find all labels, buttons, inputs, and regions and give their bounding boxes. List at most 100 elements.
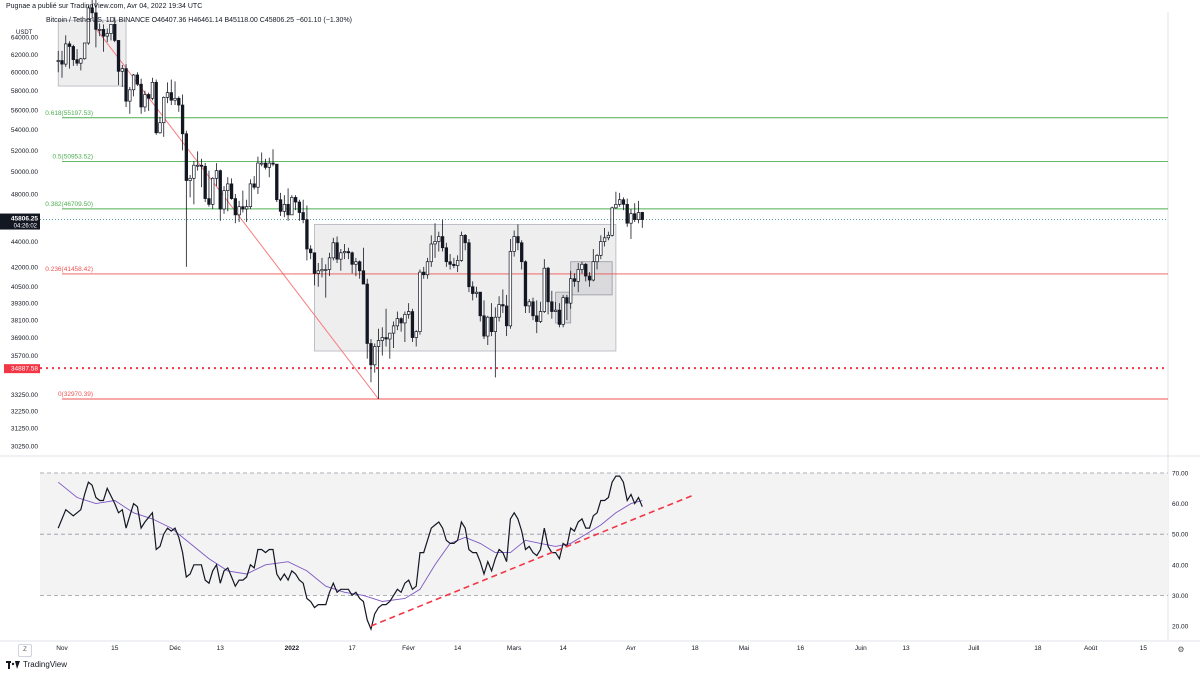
fibonacci-retracement[interactable]: 0.618(55197.53) 0.5(50953.52) 0.382(46709.…	[45, 110, 1168, 400]
candle-body	[527, 301, 531, 307]
time-tick-label: 17	[349, 645, 357, 652]
price-tick-label: 36900.00	[11, 335, 38, 342]
time-tick-label: 2022	[285, 645, 300, 652]
downtrend-line[interactable]	[95, 28, 379, 400]
candle-body	[192, 164, 196, 179]
candle-body	[335, 242, 339, 260]
rsi-pane[interactable]	[40, 472, 1168, 632]
time-tick-label: Juin	[855, 645, 867, 652]
rsi-axis-right[interactable]: 70.00 60.00 50.00 40.00 30.00 20.00	[1172, 471, 1189, 631]
candle-body	[150, 81, 155, 99]
rsi-tick-label: 20.00	[1172, 624, 1189, 631]
candle-body	[497, 304, 501, 318]
candle-body	[440, 236, 445, 249]
candle-body	[373, 346, 377, 366]
candle-body	[290, 197, 294, 216]
symbol-legend[interactable]: Bitcoin / TetherUS, 1D, BINANCE O46407.3…	[46, 17, 352, 24]
candle-body	[633, 213, 637, 220]
candle-body	[71, 46, 75, 60]
candle-body	[467, 242, 471, 288]
candle-body	[169, 92, 173, 101]
candle-body	[305, 219, 309, 250]
candle-body	[508, 251, 513, 327]
candle-body	[177, 97, 181, 106]
price-tick-label: 38100.00	[11, 318, 38, 325]
candle-body	[309, 248, 313, 254]
candle-body	[331, 242, 335, 259]
candle-body	[339, 252, 343, 260]
time-tick-label: 16	[797, 645, 805, 652]
rsi-tick-label: 30.00	[1172, 593, 1189, 600]
publisher-caption: Pugnae a publié sur TradingView.com, Avr…	[6, 3, 203, 10]
support-price-tag	[4, 364, 40, 374]
candle-body	[260, 162, 264, 165]
candle-body	[399, 318, 403, 324]
candle-body	[414, 331, 418, 338]
candle-body	[263, 162, 268, 168]
price-tick-label: 40500.00	[11, 284, 38, 291]
candle-body	[60, 60, 64, 65]
rsi-ma-line	[57, 481, 643, 602]
last-price-tag-text: 45806.25	[11, 216, 38, 223]
price-tick-label: 30250.00	[11, 444, 38, 451]
candle-body	[275, 163, 279, 201]
candle-body	[109, 24, 113, 34]
candle-body	[342, 251, 347, 254]
candle-body	[553, 309, 558, 312]
candle-body	[561, 297, 565, 325]
candle-body	[173, 97, 177, 101]
candle-body	[422, 271, 426, 276]
price-tick-label: 62000.00	[11, 52, 38, 59]
candle-body	[535, 315, 539, 322]
candle-body	[463, 234, 467, 244]
candle-body	[388, 332, 392, 340]
candle-body	[67, 43, 72, 47]
candle-body	[512, 236, 516, 252]
time-tick-label: 15	[111, 645, 119, 652]
candle-body	[636, 212, 641, 220]
candle-body	[147, 94, 151, 99]
time-tick-label: 18	[691, 645, 699, 652]
rsi-trend-line[interactable]	[370, 493, 696, 627]
candle-body	[550, 301, 554, 312]
candle-body	[312, 252, 317, 274]
candle-body	[154, 81, 158, 134]
candle-body	[569, 278, 573, 304]
candle-body	[542, 267, 546, 312]
candle-body	[580, 263, 584, 270]
price-tick-label: 39300.00	[11, 301, 38, 308]
candle-body	[599, 241, 603, 256]
time-axis[interactable]: Nov 15 Déc 13 2022 17 Févr 14 Mars 14 Avr 18 Mai 16 Ju…	[56, 645, 1147, 652]
candle-body	[493, 316, 497, 333]
candle-body	[124, 68, 128, 102]
candle-body	[418, 271, 422, 333]
price-tick-label: 58000.00	[11, 88, 38, 95]
candle-body	[602, 237, 607, 242]
price-tick-label: 33250.00	[11, 392, 38, 399]
candle-body	[504, 305, 509, 327]
candle-body	[86, 7, 91, 44]
candle-body	[180, 104, 185, 135]
candle-body	[90, 7, 94, 14]
candle-body	[165, 92, 170, 98]
timezone-button[interactable]: Z	[18, 644, 32, 657]
price-axis-left[interactable]: 64000.00 62000.00 60000.00 58000.00 56000.00…	[11, 35, 38, 451]
candle-body	[271, 162, 275, 165]
tradingview-branding[interactable]: TradingView	[6, 660, 67, 669]
candle-body	[516, 236, 520, 244]
candle-body	[614, 203, 618, 209]
candle-body	[256, 162, 260, 188]
last-price-tag	[0, 213, 40, 230]
candle-body	[523, 261, 528, 307]
time-tick-label: Mars	[507, 645, 522, 652]
price-tick-label: 54000.00	[11, 127, 38, 134]
candle-body	[278, 199, 283, 212]
candle-body	[327, 257, 332, 270]
candle-body	[267, 162, 271, 168]
candle-body	[425, 261, 430, 276]
candle-body	[486, 316, 490, 337]
gear-icon[interactable]: ⚙	[1177, 645, 1185, 654]
time-tick-label: Nov	[56, 645, 68, 652]
fib-level-label: 0.618(55197.53)	[45, 110, 93, 117]
